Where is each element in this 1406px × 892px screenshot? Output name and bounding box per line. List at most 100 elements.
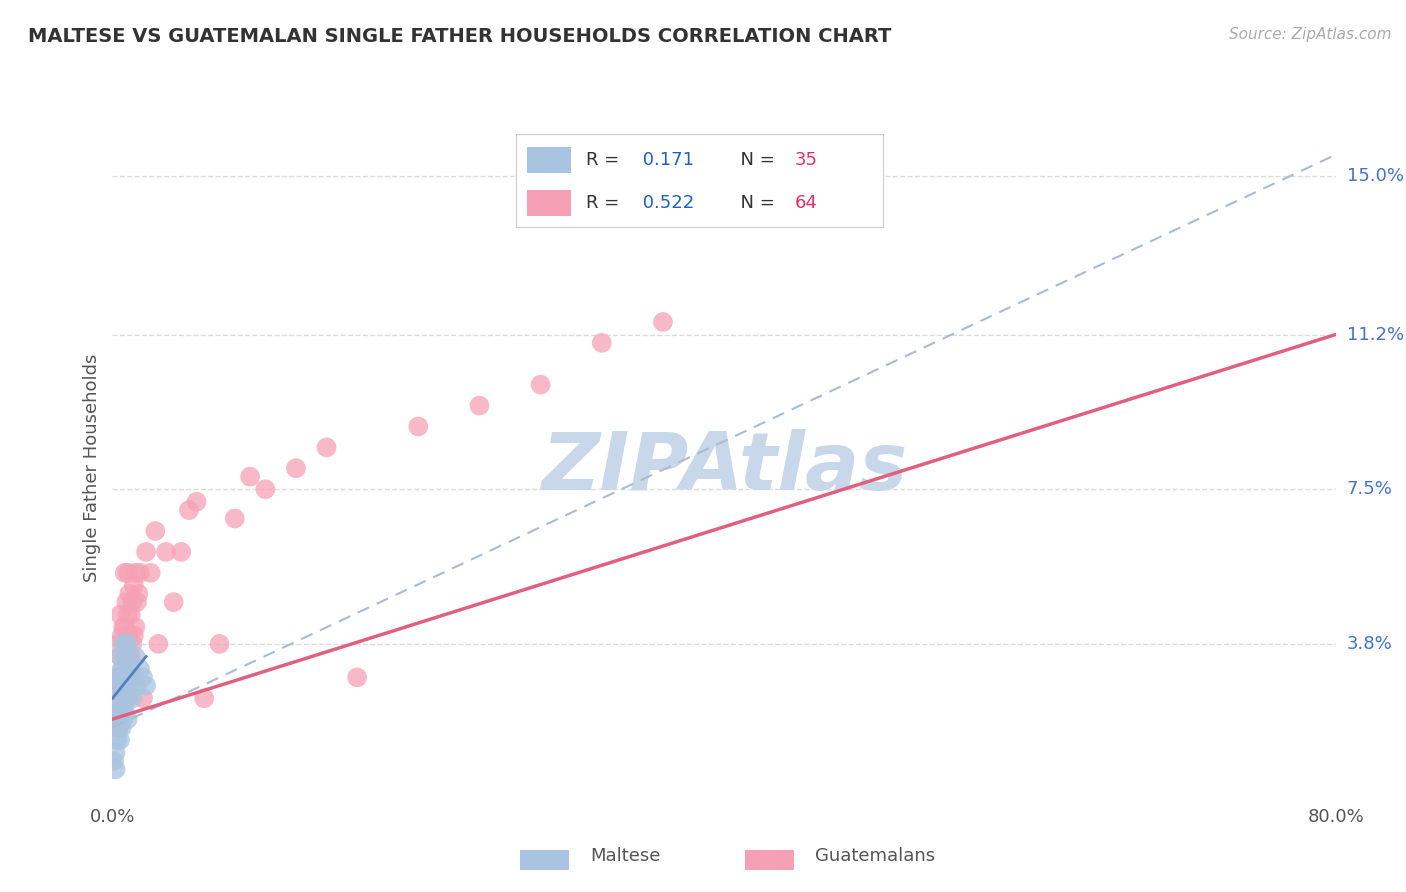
Point <box>112 712 135 726</box>
Point <box>193 691 215 706</box>
Point <box>114 620 136 634</box>
Point <box>124 620 146 634</box>
Point <box>112 679 135 693</box>
Text: 15.0%: 15.0% <box>1347 167 1403 185</box>
Point <box>111 670 134 684</box>
Point <box>117 637 139 651</box>
Point <box>284 461 308 475</box>
Point <box>135 545 157 559</box>
Point <box>239 469 262 483</box>
Point <box>117 712 139 726</box>
Point <box>117 607 139 622</box>
Point <box>107 721 129 735</box>
Point <box>105 670 128 684</box>
Point <box>104 762 127 776</box>
Point <box>129 662 152 676</box>
Text: MALTESE VS GUATEMALAN SINGLE FATHER HOUSEHOLDS CORRELATION CHART: MALTESE VS GUATEMALAN SINGLE FATHER HOUS… <box>28 27 891 45</box>
Y-axis label: Single Father Households: Single Father Households <box>83 354 101 582</box>
Point <box>132 670 155 684</box>
Point <box>129 566 152 580</box>
Point <box>107 704 129 718</box>
Point <box>105 733 128 747</box>
Point <box>125 679 148 693</box>
Point <box>135 679 157 693</box>
Point <box>120 662 142 676</box>
Text: Maltese: Maltese <box>591 847 661 865</box>
Point <box>170 545 193 559</box>
Text: 11.2%: 11.2% <box>1347 326 1405 343</box>
Point <box>112 637 135 651</box>
Point <box>155 545 177 559</box>
Point <box>108 712 131 726</box>
Point <box>108 679 131 693</box>
Point <box>115 691 138 706</box>
Point <box>139 566 162 580</box>
Point <box>121 691 143 706</box>
Point <box>591 335 613 350</box>
Point <box>111 691 134 706</box>
Point <box>107 679 129 693</box>
Point <box>346 670 368 684</box>
Point <box>105 691 128 706</box>
Point <box>143 524 166 538</box>
Point <box>117 566 139 580</box>
Point <box>186 495 208 509</box>
Point <box>115 595 138 609</box>
Point <box>114 566 136 580</box>
Point <box>468 399 491 413</box>
Point <box>108 649 131 664</box>
Point <box>114 691 136 706</box>
Point <box>114 649 136 664</box>
Point <box>112 704 135 718</box>
Point <box>118 679 141 693</box>
Text: Source: ZipAtlas.com: Source: ZipAtlas.com <box>1229 27 1392 42</box>
Point <box>127 587 149 601</box>
Point <box>122 578 145 592</box>
Point <box>121 595 143 609</box>
Point <box>104 712 127 726</box>
Point <box>117 670 139 684</box>
Point <box>408 419 430 434</box>
Point <box>120 607 142 622</box>
Point <box>115 679 138 693</box>
Point <box>107 637 129 651</box>
Point <box>111 628 134 642</box>
Point <box>122 670 145 684</box>
Text: 3.8%: 3.8% <box>1347 635 1392 653</box>
Point <box>652 315 675 329</box>
Point <box>103 754 125 768</box>
Point <box>132 691 155 706</box>
Point <box>177 503 200 517</box>
Text: Guatemalans: Guatemalans <box>815 847 935 865</box>
Point <box>163 595 186 609</box>
Point <box>124 566 146 580</box>
Point <box>114 670 136 684</box>
Point <box>114 704 136 718</box>
Point <box>108 679 131 693</box>
Point <box>118 628 141 642</box>
Point <box>530 377 553 392</box>
Point <box>224 511 246 525</box>
Point <box>124 649 146 664</box>
Point <box>125 595 148 609</box>
Point <box>107 721 129 735</box>
Text: ZIPAtlas: ZIPAtlas <box>541 429 907 508</box>
Point <box>105 712 128 726</box>
Point <box>121 637 143 651</box>
Point <box>111 662 134 676</box>
Point <box>108 607 131 622</box>
Point <box>115 649 138 664</box>
Point <box>112 662 135 676</box>
Point <box>117 691 139 706</box>
Point <box>208 637 231 651</box>
Point <box>111 691 134 706</box>
Point <box>117 649 139 664</box>
Point <box>112 620 135 634</box>
Point <box>105 704 128 718</box>
Point <box>115 637 138 651</box>
Point <box>254 482 277 496</box>
Point <box>118 587 141 601</box>
Point <box>122 628 145 642</box>
Point <box>148 637 170 651</box>
Point <box>107 670 129 684</box>
